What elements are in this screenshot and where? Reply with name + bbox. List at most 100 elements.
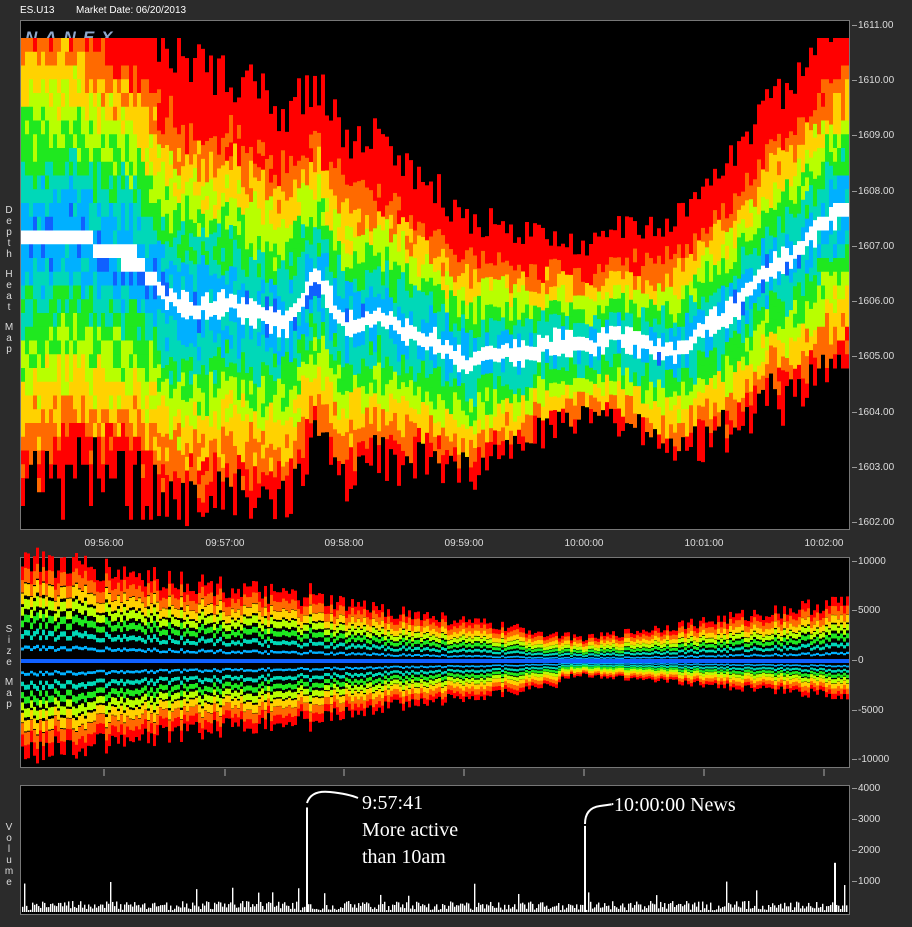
heat-cell (117, 244, 121, 259)
heat-cell (689, 240, 693, 255)
heat-cell (21, 450, 25, 465)
heat-cell (197, 278, 201, 293)
heat-cell (825, 326, 829, 341)
heat-cell (41, 189, 45, 204)
heat-cell (193, 85, 197, 100)
heat-cell (845, 106, 849, 121)
heat-cell (685, 326, 689, 341)
heat-cell (61, 478, 65, 493)
y-tick-1604: 1604.00 (852, 407, 894, 418)
heat-cell (137, 79, 141, 94)
heat-cell (381, 271, 385, 286)
heat-cell (273, 161, 277, 176)
heat-cell (717, 247, 721, 262)
heat-cell (837, 189, 841, 204)
heat-cell (129, 79, 133, 94)
heat-cell (101, 368, 105, 383)
heat-cell (397, 402, 401, 418)
heat-cell (113, 354, 117, 369)
heat-cell (377, 156, 381, 171)
heat-cell (177, 505, 181, 520)
heat-cell (153, 244, 157, 259)
heat-cell (517, 305, 521, 321)
heat-cell (657, 241, 661, 257)
heat-cell (105, 161, 109, 176)
heat-cell (105, 450, 109, 465)
heat-cell (309, 120, 313, 136)
heat-cell (445, 243, 449, 259)
heat-cell (793, 286, 797, 301)
heat-cell (757, 118, 761, 133)
heat-cell (397, 347, 401, 363)
heat-cell (613, 271, 617, 286)
heat-cell (625, 381, 629, 396)
size-band (48, 730, 51, 744)
heat-cell (357, 346, 361, 361)
heat-cell (729, 365, 733, 380)
heat-cell (285, 296, 289, 312)
heat-cell (545, 335, 549, 350)
heat-cell (133, 244, 137, 259)
heat-cell (829, 110, 833, 126)
heat-cell (449, 386, 453, 401)
heat-cell (201, 76, 205, 91)
heat-cell (293, 248, 297, 263)
heat-cell (441, 413, 445, 429)
heat-cell (361, 221, 365, 236)
heat-cell (357, 153, 361, 168)
heat-cell (233, 404, 237, 419)
heat-cell (141, 189, 145, 204)
heat-cell (333, 360, 337, 375)
heat-cell (353, 429, 357, 445)
heat-cell (737, 292, 741, 307)
heat-cell (445, 230, 449, 245)
heat-cell (609, 312, 613, 327)
heat-cell (693, 315, 697, 331)
heat-cell (829, 234, 833, 249)
heat-cell (781, 219, 785, 234)
heat-cell (465, 360, 469, 375)
heat-cell (157, 350, 161, 365)
heat-cell (89, 368, 93, 383)
heat-cell (113, 409, 117, 424)
heat-cell (813, 82, 817, 97)
heat-cell (277, 447, 281, 462)
heat-cell (173, 430, 177, 445)
heat-cell (213, 438, 217, 453)
heat-cell (89, 161, 93, 176)
heat-cell (637, 248, 641, 263)
heat-cell (729, 241, 733, 256)
heat-cell (261, 389, 265, 404)
heat-cell (725, 232, 729, 247)
heat-cell (709, 185, 713, 200)
heat-cell (801, 282, 805, 297)
heat-cell (129, 65, 133, 80)
heat-cell (601, 395, 605, 411)
heat-cell (261, 458, 265, 473)
heat-cell (409, 366, 413, 381)
heat-cell (93, 299, 97, 314)
heat-cell (429, 222, 433, 238)
heat-cell (837, 203, 841, 218)
heat-cell (677, 313, 681, 328)
heat-cell (733, 220, 737, 236)
heat-cell (425, 364, 429, 379)
heat-cell (541, 406, 545, 421)
heat-cell (297, 353, 301, 368)
heat-cell (357, 181, 361, 196)
heat-cell (373, 269, 377, 284)
heat-cell (385, 439, 389, 454)
heat-cell (129, 203, 133, 218)
heat-cell (93, 409, 97, 424)
heat-cell (693, 247, 697, 262)
heat-cell (93, 65, 97, 80)
heat-cell (809, 240, 813, 255)
heat-cell (105, 93, 109, 108)
heat-cell (477, 433, 481, 448)
heat-cell (245, 70, 249, 85)
heat-cell (65, 258, 69, 273)
x-tick-0958: 09:58:00 (324, 538, 364, 549)
heat-cell (465, 222, 469, 237)
heat-cell (601, 382, 605, 397)
heat-cell (317, 297, 321, 313)
